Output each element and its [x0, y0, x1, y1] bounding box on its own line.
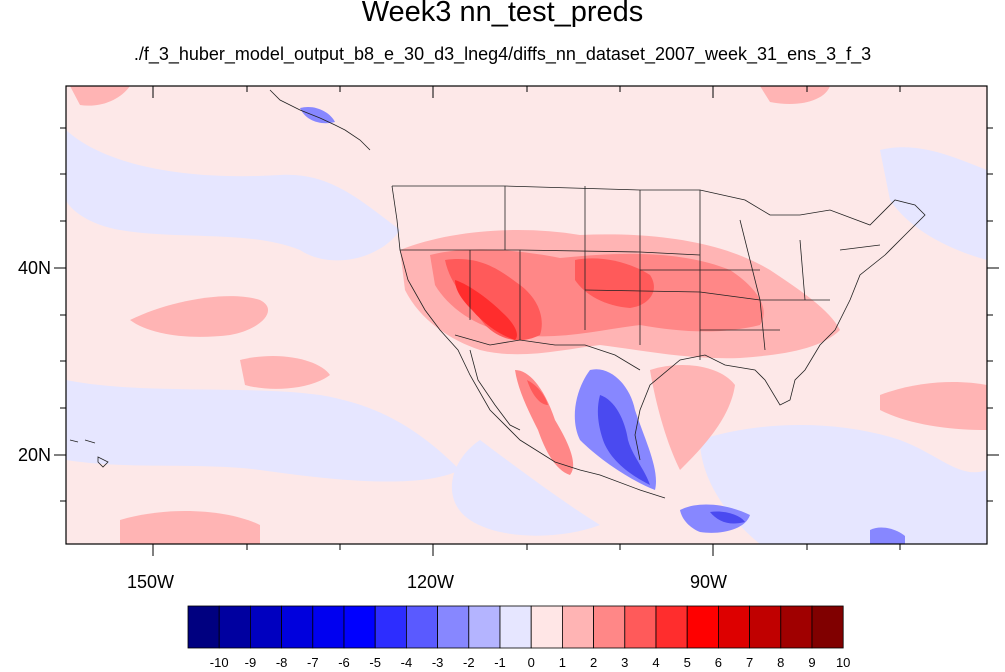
- colorbar-swatch: [312, 605, 345, 649]
- colorbar-swatch: [749, 605, 782, 649]
- colorbar-swatch: [468, 605, 501, 649]
- lon-label-150w: 150W: [127, 572, 175, 592]
- colorbar-tick-label: 0: [527, 655, 535, 670]
- lon-label-120w: 120W: [407, 572, 455, 592]
- colorbar-tick-label: -10: [209, 655, 229, 670]
- positive-anomaly-patches: [70, 86, 987, 544]
- plot-subtitle: ./f_3_huber_model_output_b8_e_30_d3_lneg…: [133, 44, 872, 64]
- colorbar-tick-label: 2: [589, 655, 598, 670]
- colorbar-tick-label: 10: [835, 655, 851, 670]
- colorbar-swatch: [686, 605, 719, 649]
- colorbar-swatch: [718, 605, 751, 649]
- colorbar-swatch: [780, 605, 813, 649]
- colorbar-tick-label: -4: [400, 655, 413, 670]
- plot-title: Week3 nn_test_preds: [361, 0, 644, 28]
- colorbar-tick-label: -8: [275, 655, 288, 670]
- colorbar-tick-label: -2: [463, 655, 475, 670]
- colorbar-swatch: [499, 605, 532, 649]
- negative-anomaly-patches: [66, 130, 987, 544]
- colorbar-swatch: [343, 605, 376, 649]
- colorbar-tick-label: -6: [338, 655, 350, 670]
- colorbar-tick-label: 3: [621, 655, 629, 670]
- lat-label-40n: 40N: [18, 258, 52, 278]
- colorbar-tick-label: -7: [307, 655, 319, 670]
- lat-label-20n: 20N: [18, 445, 52, 465]
- colorbar: [187, 605, 844, 649]
- colorbar-swatch: [374, 605, 407, 649]
- colorbar-tick-label: 4: [652, 655, 660, 670]
- colorbar-tick-label: 8: [777, 655, 785, 670]
- colorbar-tick-label: 9: [808, 655, 816, 670]
- colorbar-tick-label: -1: [494, 655, 506, 670]
- colorbar-swatch: [187, 605, 220, 649]
- coastlines-and-borders: [69, 89, 926, 499]
- colorbar-swatch: [218, 605, 251, 649]
- colorbar-tick-label: 5: [683, 655, 691, 670]
- colorbar-tick-label: -5: [369, 655, 381, 670]
- colorbar-swatch: [624, 605, 657, 649]
- colorbar-tick-label: 7: [745, 655, 754, 670]
- colorbar-swatch: [593, 605, 626, 649]
- colorbar-swatch: [561, 605, 594, 649]
- colorbar-tick-label: -3: [431, 655, 444, 670]
- colorbar-swatch: [405, 605, 438, 649]
- map-ticks: [54, 86, 999, 556]
- colorbar-tick-label: 1: [558, 655, 567, 670]
- colorbar-swatch: [655, 605, 688, 649]
- lon-label-90w: 90W: [690, 572, 728, 592]
- conus-warm-anomaly: [400, 230, 840, 475]
- deep-negative-anomaly: [597, 395, 745, 524]
- colorbar-swatch: [530, 605, 563, 649]
- colorbar-swatch: [281, 605, 314, 649]
- colorbar-tick-label: 6: [714, 655, 723, 670]
- colorbar-swatch: [437, 605, 470, 649]
- colorbar-swatch: [250, 605, 283, 649]
- colorbar-swatch: [811, 605, 844, 649]
- colorbar-tick-label: -9: [244, 655, 257, 670]
